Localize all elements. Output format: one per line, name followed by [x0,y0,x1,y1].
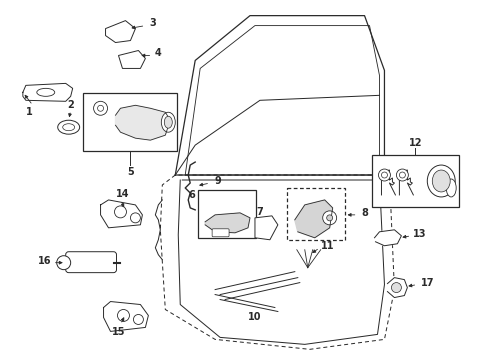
FancyBboxPatch shape [212,229,229,237]
Circle shape [396,169,408,181]
Polygon shape [374,230,401,246]
Circle shape [94,101,107,115]
Circle shape [118,310,129,321]
Circle shape [130,213,141,223]
Ellipse shape [446,179,456,197]
Text: 4: 4 [155,49,162,58]
Circle shape [378,169,391,181]
Circle shape [323,211,337,225]
Text: 15: 15 [112,327,125,337]
Circle shape [382,172,388,178]
Circle shape [115,206,126,218]
Polygon shape [388,278,407,298]
Text: 6: 6 [189,190,196,200]
Ellipse shape [58,120,80,134]
Polygon shape [116,105,171,140]
Polygon shape [105,21,135,42]
Polygon shape [295,200,333,238]
Text: 5: 5 [127,167,134,177]
Ellipse shape [37,88,55,96]
Circle shape [399,172,405,178]
Circle shape [327,215,333,221]
Ellipse shape [427,165,455,197]
Circle shape [98,105,103,111]
FancyBboxPatch shape [371,155,459,207]
FancyBboxPatch shape [198,190,256,238]
Polygon shape [119,50,146,68]
Ellipse shape [161,112,175,132]
Text: 9: 9 [215,176,221,186]
Text: 2: 2 [67,100,74,110]
Text: 10: 10 [248,312,262,323]
FancyBboxPatch shape [83,93,177,151]
Text: 13: 13 [413,229,426,239]
Polygon shape [23,84,73,101]
Text: 11: 11 [321,241,335,251]
Text: 3: 3 [149,18,156,28]
Ellipse shape [432,170,450,192]
Polygon shape [205,213,250,233]
Text: 14: 14 [116,189,129,199]
Ellipse shape [164,116,172,128]
Polygon shape [100,200,143,228]
Text: 12: 12 [409,138,422,148]
Text: 1: 1 [25,107,32,117]
FancyBboxPatch shape [287,188,344,240]
Text: 17: 17 [420,278,434,288]
Text: 8: 8 [361,208,368,218]
Polygon shape [255,216,278,240]
Circle shape [133,315,144,324]
Circle shape [392,283,401,293]
Circle shape [57,256,71,270]
Ellipse shape [63,124,74,131]
FancyBboxPatch shape [66,252,117,273]
Text: 7: 7 [257,207,263,217]
Polygon shape [103,302,148,332]
Text: 16: 16 [38,256,51,266]
